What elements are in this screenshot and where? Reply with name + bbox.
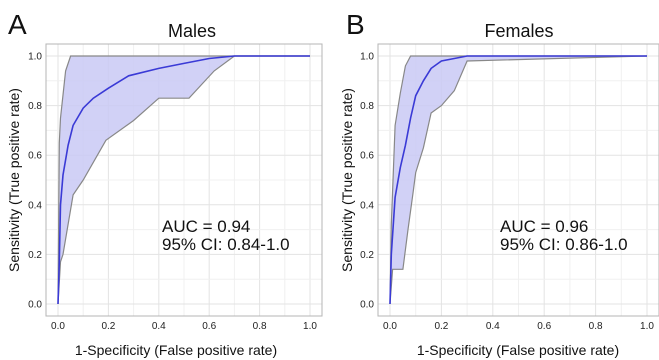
y-axis-label: Sensitivity (True positive rate) <box>6 88 22 272</box>
x-tick-label: 0.0 <box>51 321 65 332</box>
auc-annotation: AUC = 0.96 <box>500 217 588 236</box>
auc-annotation: AUC = 0.94 <box>162 217 250 236</box>
y-tick-label: 0.4 <box>28 200 42 211</box>
y-tick-label: 1.0 <box>28 52 42 63</box>
x-tick-label: 0.0 <box>383 321 397 332</box>
y-tick-label: 1.0 <box>360 52 374 63</box>
panel-title: Females <box>484 21 553 41</box>
y-tick-label: 0.6 <box>360 151 374 162</box>
y-tick-label: 0.2 <box>360 250 374 261</box>
y-tick-label: 0.0 <box>360 300 374 311</box>
x-tick-label: 0.4 <box>486 321 500 332</box>
y-tick-label: 0.8 <box>28 101 42 112</box>
y-axis-label: Sensitivity (True positive rate) <box>339 88 355 272</box>
x-tick-label: 0.8 <box>253 321 267 332</box>
y-tick-label: 0.4 <box>360 200 374 211</box>
x-tick-label: 0.6 <box>202 321 216 332</box>
chart-panel-a: 0.0 0.2 0.4 0.6 0.8 1.0 0.0 0.2 0.4 0.6 0.8 1.0 A Mal… <box>6 9 323 358</box>
x-axis-label: 1-Specificity (False positive rate) <box>75 342 277 358</box>
x-tick-label: 0.2 <box>434 321 448 332</box>
auc-annotation: 95% CI: 0.84-1.0 <box>162 235 290 254</box>
panel-title: Males <box>168 21 216 41</box>
x-tick-label: 0.6 <box>537 321 551 332</box>
y-tick-label: 0.0 <box>28 300 42 311</box>
plot-border <box>45 43 323 317</box>
x-axis-label: 1-Specificity (False positive rate) <box>417 342 619 358</box>
chart-panel-b: 0.0 0.2 0.4 0.6 0.8 1.0 0.0 0.2 0.4 0.6 0.8 1.0 B Fem… <box>339 9 659 358</box>
x-tick-label: 0.2 <box>101 321 115 332</box>
ci-lower-line <box>389 55 648 305</box>
auc-annotation: 95% CI: 0.86-1.0 <box>500 235 628 254</box>
roc-curve-line <box>57 55 310 305</box>
ci-band <box>390 56 647 304</box>
ci-lower-line <box>57 55 310 305</box>
panel-letter: B <box>346 9 365 40</box>
x-tick-label: 0.8 <box>589 321 603 332</box>
x-tick-label: 1.0 <box>303 321 317 332</box>
panel-letter: A <box>8 9 27 40</box>
y-tick-label: 0.2 <box>28 250 42 261</box>
ci-band <box>58 56 310 304</box>
y-tick-label: 0.6 <box>28 151 42 162</box>
plot-border <box>377 43 659 317</box>
ci-upper-line <box>389 55 647 305</box>
ci-upper-line <box>57 55 310 305</box>
roc-curve-line <box>389 55 647 305</box>
y-tick-label: 0.8 <box>360 101 374 112</box>
x-tick-label: 1.0 <box>640 321 654 332</box>
x-tick-label: 0.4 <box>152 321 166 332</box>
